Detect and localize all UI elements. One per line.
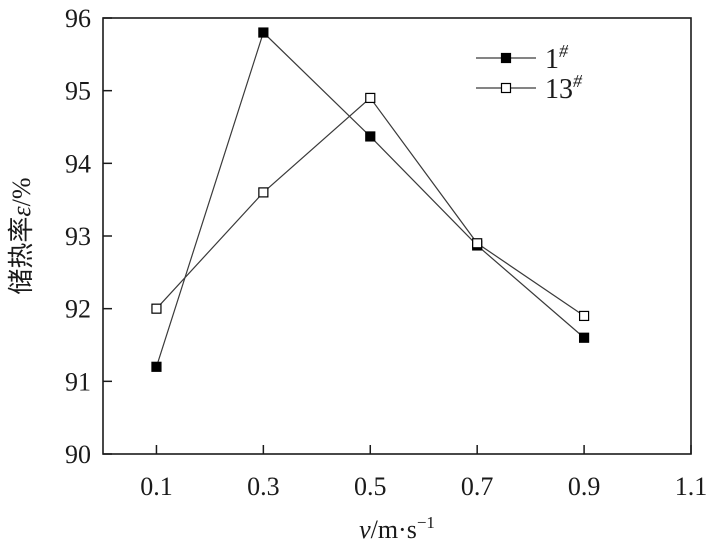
- series-line-1: [156, 97, 585, 317]
- open-square-marker: [258, 187, 269, 198]
- x-tick-label: 0.3: [247, 472, 280, 501]
- y-axis-title: 储热率ε/%: [7, 177, 36, 294]
- open-square-marker: [578, 310, 590, 322]
- legend-label-1: 13#: [545, 71, 583, 105]
- series-line-0: [155, 31, 585, 367]
- y-tick-label: 94: [65, 149, 91, 178]
- legend-label-0: 1#: [545, 41, 569, 75]
- y-tick-label: 91: [65, 367, 91, 396]
- filled-square-marker: [151, 361, 162, 372]
- open-square-marker: [151, 303, 162, 314]
- x-tick-label: 0.7: [461, 472, 494, 501]
- y-tick-label: 95: [65, 77, 91, 106]
- x-axis-ticks: 0.1 0.3 0.5 0.7 0.9 1.1: [140, 445, 707, 501]
- filled-square-marker: [258, 27, 269, 38]
- legend-marker-0: [500, 52, 512, 64]
- series-layer: [151, 27, 590, 372]
- x-axis-title: v/m·s−1: [359, 513, 435, 544]
- legend-marker-1: [500, 82, 512, 94]
- plot-frame: [102, 17, 692, 455]
- x-tick-label: 0.9: [568, 472, 601, 501]
- legend: 1#13#: [476, 41, 583, 105]
- y-tick-label: 93: [65, 222, 91, 251]
- x-tick-label: 0.1: [140, 472, 173, 501]
- filled-square-marker: [365, 131, 376, 142]
- open-square-marker: [365, 92, 376, 104]
- x-tick-label: 1.1: [675, 472, 708, 501]
- y-tick-label: 90: [65, 440, 91, 469]
- open-square-marker: [472, 238, 483, 249]
- y-tick-label: 92: [65, 295, 91, 324]
- y-axis-ticks: 90 91 92 93 94 95 96: [65, 4, 112, 469]
- y-tick-label: 96: [65, 4, 91, 33]
- filled-square-marker: [578, 332, 590, 343]
- x-tick-label: 0.5: [354, 472, 387, 501]
